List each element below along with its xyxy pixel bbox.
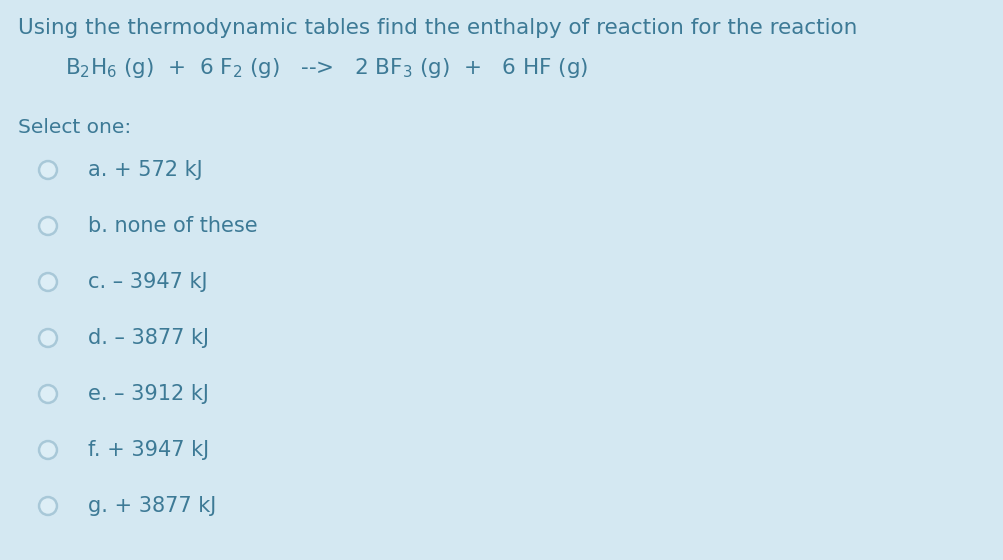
Text: e. – 3912 kJ: e. – 3912 kJ [88, 384, 209, 404]
Circle shape [39, 217, 57, 235]
Text: b. none of these: b. none of these [88, 216, 258, 236]
Circle shape [39, 441, 57, 459]
Circle shape [39, 329, 57, 347]
Text: $\mathregular{B_2H_6}$ (g)  +  6 $\mathregular{F_2}$ (g)   -->   2 $\mathregular: $\mathregular{B_2H_6}$ (g) + 6 $\mathreg… [65, 56, 588, 80]
Text: Select one:: Select one: [18, 118, 131, 137]
Text: d. – 3877 kJ: d. – 3877 kJ [88, 328, 209, 348]
Text: g. + 3877 kJ: g. + 3877 kJ [88, 496, 216, 516]
Circle shape [39, 273, 57, 291]
Circle shape [39, 497, 57, 515]
Circle shape [39, 161, 57, 179]
Text: f. + 3947 kJ: f. + 3947 kJ [88, 440, 209, 460]
Text: Using the thermodynamic tables find the enthalpy of reaction for the reaction: Using the thermodynamic tables find the … [18, 18, 857, 38]
Text: a. + 572 kJ: a. + 572 kJ [88, 160, 203, 180]
Circle shape [39, 385, 57, 403]
Text: c. – 3947 kJ: c. – 3947 kJ [88, 272, 208, 292]
